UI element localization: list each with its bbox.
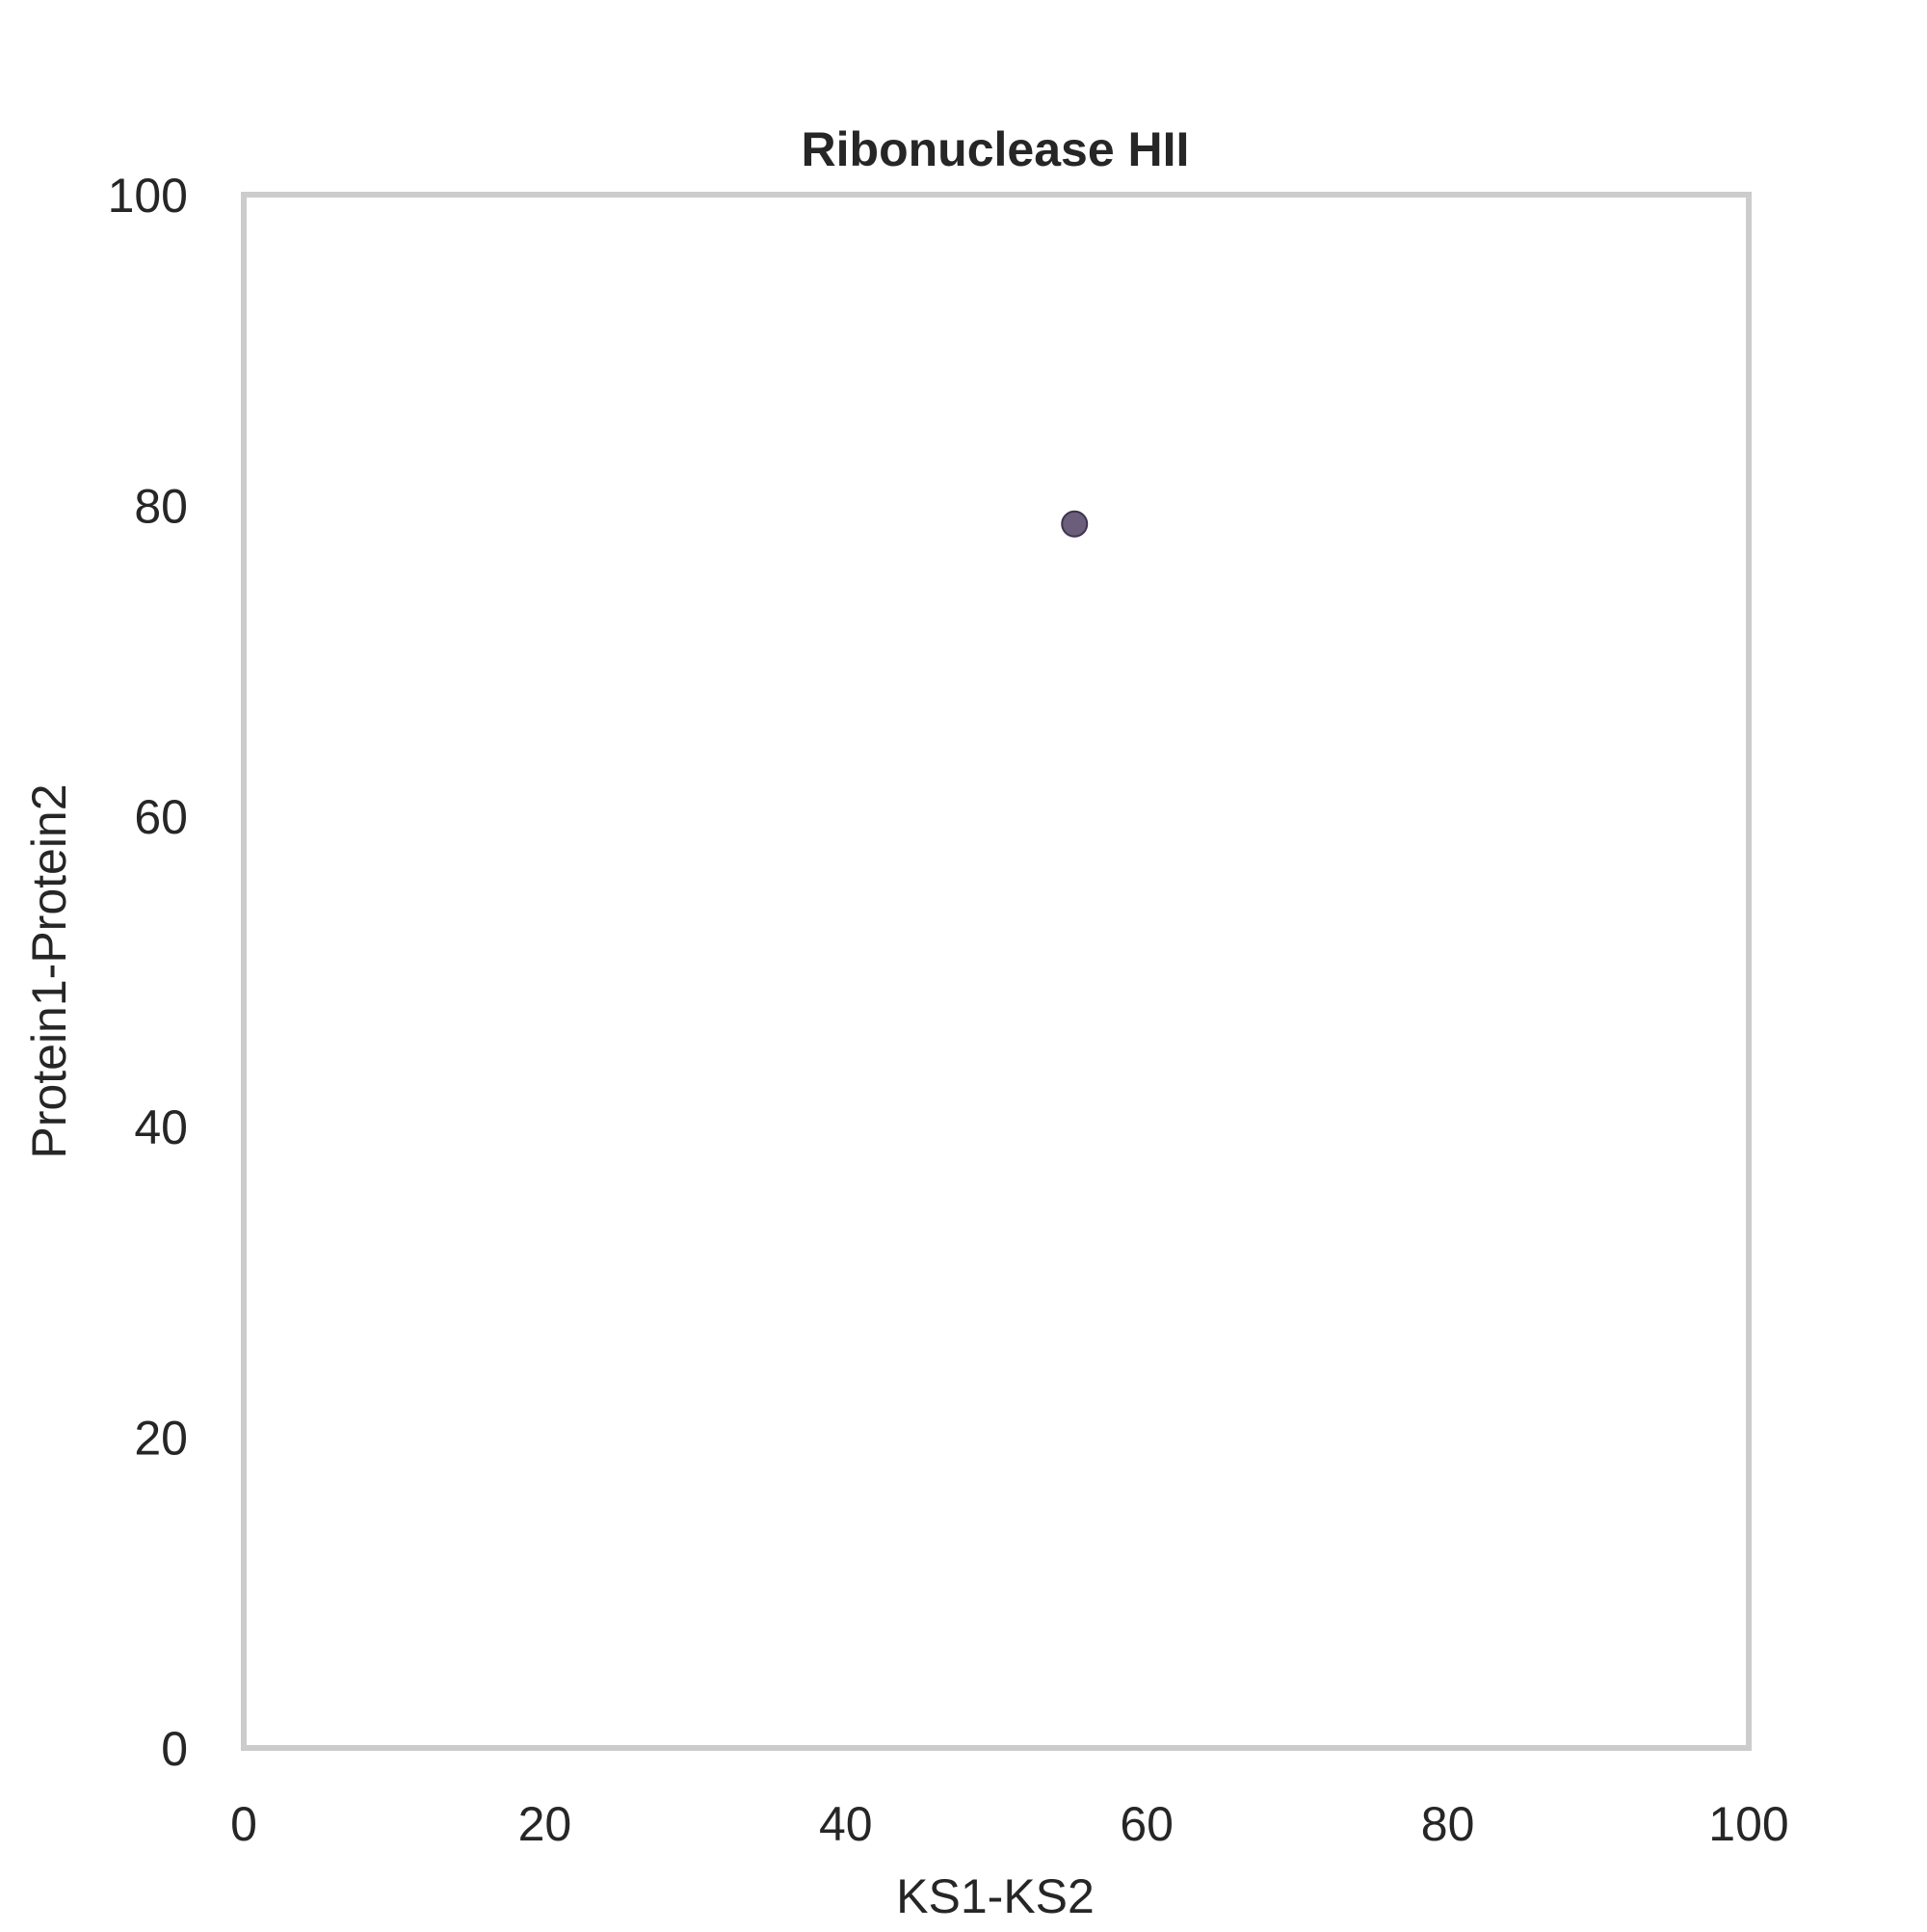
scatter-point [1061,510,1089,538]
y-tick-label: 0 [161,1722,188,1776]
x-tick-label: 0 [230,1797,257,1851]
x-tick-label: 100 [1708,1797,1788,1851]
x-axis-label: KS1-KS2 [896,1869,1095,1923]
data-points [1061,510,1089,538]
y-axis-label: Protein1-Protein2 [22,783,76,1158]
x-tick-label: 40 [819,1797,873,1851]
y-tick-label: 80 [134,479,188,533]
y-tick-label: 40 [134,1100,188,1154]
plot-area-frame [241,192,1752,1751]
y-tick-labels: 0 20 40 60 80 100 [108,169,188,1776]
y-tick-label: 20 [134,1412,188,1466]
x-tick-labels: 0 20 40 60 80 100 [230,1797,1789,1851]
x-tick-label: 60 [1120,1797,1174,1851]
x-tick-label: 20 [518,1797,572,1851]
chart-title: Ribonuclease HII [802,122,1190,176]
x-tick-label: 80 [1421,1797,1475,1851]
y-tick-label: 60 [134,790,188,844]
y-tick-label: 100 [108,169,188,223]
